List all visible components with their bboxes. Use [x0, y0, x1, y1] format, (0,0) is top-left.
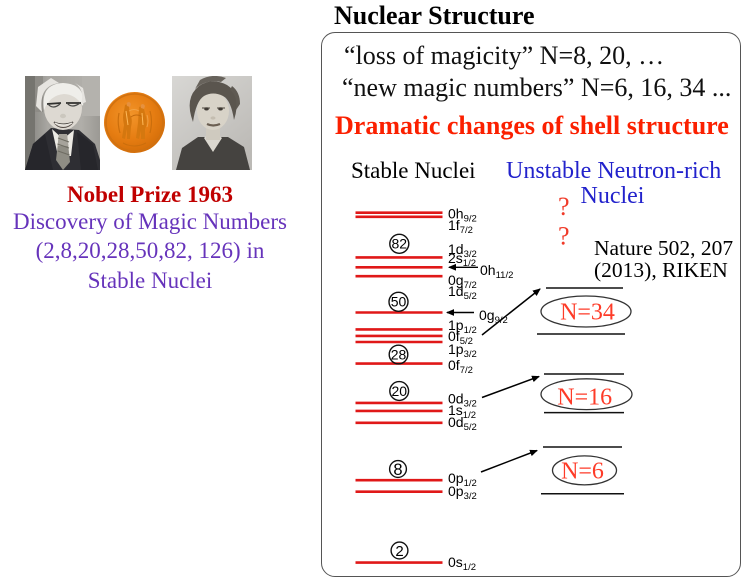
svg-text:2: 2 — [395, 543, 403, 560]
svg-text:0h11/2: 0h11/2 — [480, 262, 513, 281]
svg-text:82: 82 — [392, 236, 408, 252]
svg-text:?: ? — [558, 192, 570, 221]
svg-text:0g9/2: 0g9/2 — [479, 307, 508, 326]
svg-text:N=6: N=6 — [561, 459, 604, 485]
svg-text:28: 28 — [391, 346, 407, 362]
svg-text:20: 20 — [392, 383, 408, 399]
svg-text:?: ? — [558, 222, 570, 251]
svg-text:0s1/2: 0s1/2 — [448, 554, 476, 573]
svg-text:8: 8 — [393, 461, 402, 479]
svg-text:N=16: N=16 — [557, 384, 612, 410]
svg-text:50: 50 — [391, 294, 407, 310]
svg-text:N=34: N=34 — [560, 299, 615, 325]
